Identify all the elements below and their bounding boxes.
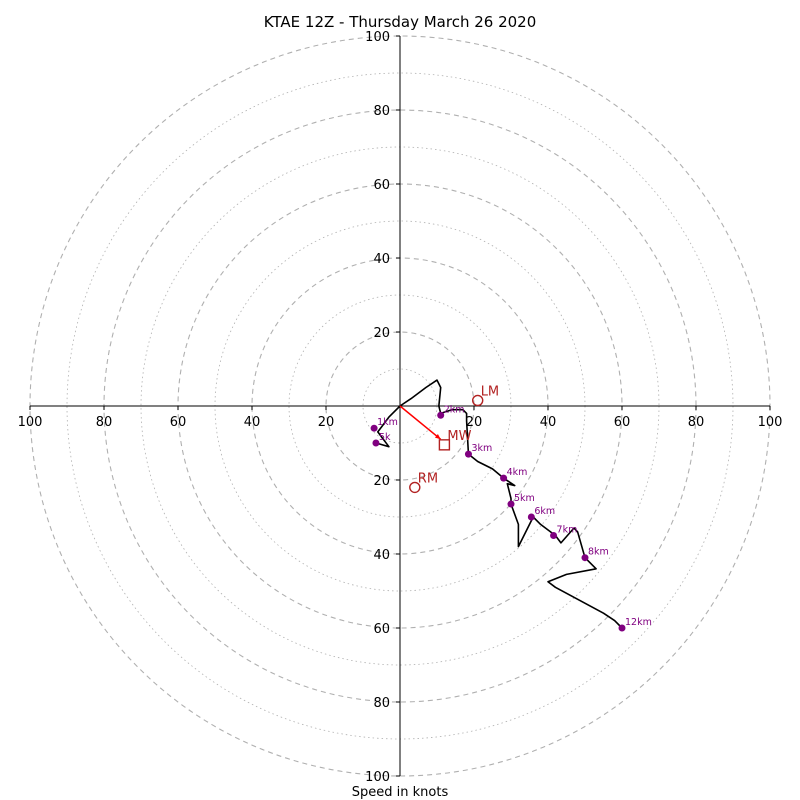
x-tick-label: 80: [96, 415, 113, 430]
x-tick-label: 60: [170, 415, 187, 430]
altitude-point-12km: [618, 624, 626, 632]
motion-marker-rm: [409, 481, 421, 494]
hodograph-trace: [375, 379, 623, 629]
altitude-point-4km: [500, 474, 508, 482]
y-tick-label: 80: [373, 696, 390, 711]
x-tick-label: 100: [18, 415, 43, 430]
y-tick-label: 60: [373, 178, 390, 193]
altitude-point-1km: [370, 424, 378, 432]
altitude-label-6km: 6km: [534, 506, 555, 517]
altitude-point-6km: [527, 513, 535, 521]
x-tick-label: 40: [540, 415, 557, 430]
y-tick-label: 60: [373, 622, 390, 637]
x-tick-label: 60: [614, 415, 631, 430]
y-tick-label: 40: [373, 548, 390, 563]
shear-vector-line: [399, 405, 442, 440]
x-tick-label: 100: [758, 415, 783, 430]
chart-title: KTAE 12Z - Thursday March 26 2020: [264, 13, 537, 31]
altitude-label-12km: 12km: [625, 617, 652, 628]
altitude-point-5km: [507, 500, 515, 508]
altitude-point-8km: [581, 554, 589, 562]
x-tick-label: 40: [244, 415, 261, 430]
y-tick-label: 20: [373, 474, 390, 489]
x-axis-label: Speed in knots: [352, 785, 449, 800]
motion-label-lm: LM: [481, 384, 499, 399]
x-tick-label: 20: [318, 415, 335, 430]
y-tick-label: 20: [373, 326, 390, 341]
motion-label-mw: MW: [447, 429, 471, 444]
altitude-point-sfc: [372, 439, 380, 447]
altitude-label-2km: 2km: [444, 404, 465, 415]
storm-motion-markers: LM MW RM: [409, 384, 499, 494]
shear-arrowhead: [434, 433, 441, 440]
altitude-label-5km: 5km: [514, 493, 535, 504]
altitude-label-3km: 3km: [471, 443, 492, 454]
x-tick-label: 20: [466, 415, 483, 430]
motion-marker-mw: [438, 439, 451, 451]
y-tick-label: 40: [373, 252, 390, 267]
motion-label-rm: RM: [418, 471, 438, 486]
altitude-label-7km: 7km: [557, 525, 578, 536]
axes: 100 80 60 40 20 20 40 60 80 100 100 80 60 40 20 20 40 60 8…: [18, 30, 783, 785]
y-tick-label: 100: [365, 30, 390, 45]
motion-marker-lm: [472, 394, 484, 407]
altitude-label-1km: 1km: [377, 417, 398, 428]
altitude-label-4km: 4km: [507, 467, 528, 478]
y-tick-label: 100: [365, 770, 390, 785]
altitude-point-2km: [437, 411, 445, 419]
x-tick-label: 80: [688, 415, 705, 430]
altitude-label-sfc: 5k: [379, 432, 391, 443]
altitude-point-3km: [464, 450, 472, 458]
y-tick-label: 80: [373, 104, 390, 119]
hodograph-line: [375, 379, 623, 629]
altitude-point-7km: [550, 532, 558, 539]
shear-vector: [399, 405, 442, 440]
altitude-label-8km: 8km: [588, 547, 609, 558]
